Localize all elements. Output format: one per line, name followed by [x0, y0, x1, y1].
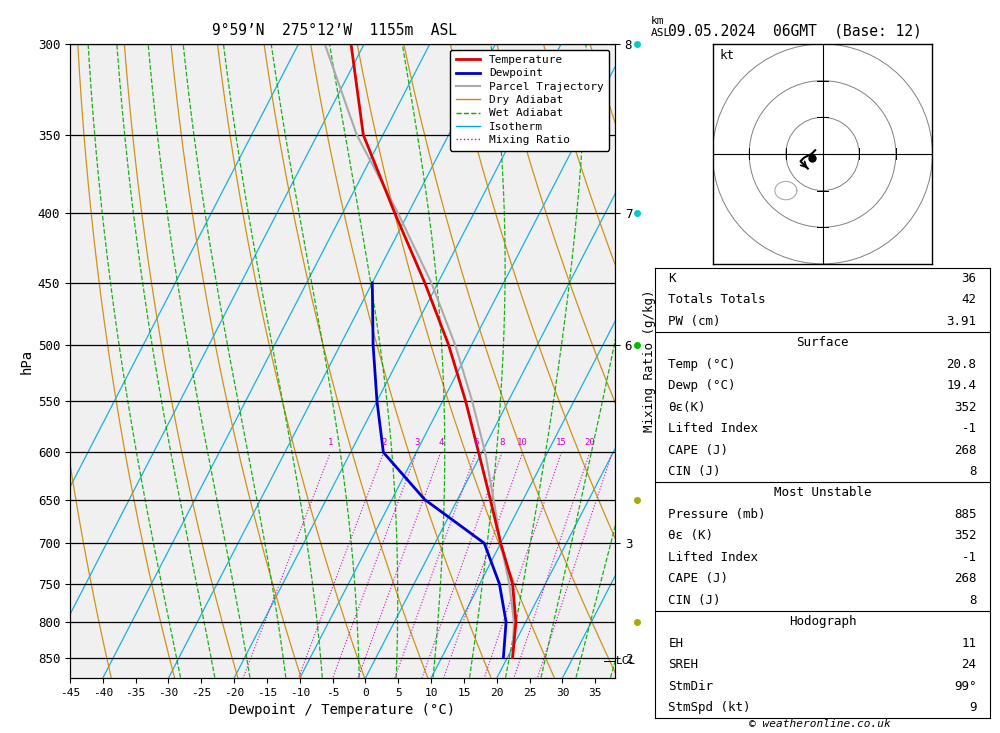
Text: Hodograph: Hodograph — [789, 615, 856, 628]
Text: -1: -1 — [962, 422, 977, 435]
Text: 11: 11 — [962, 637, 977, 649]
Text: Dewp (°C): Dewp (°C) — [668, 379, 736, 392]
Text: kt: kt — [720, 48, 735, 62]
Text: 8: 8 — [969, 465, 977, 478]
Text: CAPE (J): CAPE (J) — [668, 443, 728, 457]
Text: 36: 36 — [962, 272, 977, 285]
Text: Most Unstable: Most Unstable — [774, 487, 871, 499]
Text: 352: 352 — [954, 400, 977, 413]
Text: 24: 24 — [962, 658, 977, 671]
Text: Surface: Surface — [796, 336, 849, 349]
Text: SREH: SREH — [668, 658, 698, 671]
Text: 20.8: 20.8 — [947, 358, 977, 371]
Text: 885: 885 — [954, 508, 977, 521]
Text: θε(K): θε(K) — [668, 400, 706, 413]
Text: 268: 268 — [954, 443, 977, 457]
Text: 19.4: 19.4 — [947, 379, 977, 392]
Text: CIN (J): CIN (J) — [668, 465, 721, 478]
Text: 42: 42 — [962, 293, 977, 306]
Text: 3.91: 3.91 — [947, 314, 977, 328]
Text: 352: 352 — [954, 529, 977, 542]
Text: LCL: LCL — [616, 656, 636, 666]
Text: Totals Totals: Totals Totals — [668, 293, 766, 306]
Y-axis label: hPa: hPa — [20, 348, 34, 374]
Text: 3: 3 — [414, 438, 419, 447]
Text: CIN (J): CIN (J) — [668, 594, 721, 607]
Legend: Temperature, Dewpoint, Parcel Trajectory, Dry Adiabat, Wet Adiabat, Isotherm, Mi: Temperature, Dewpoint, Parcel Trajectory… — [450, 50, 609, 151]
Text: km
ASL: km ASL — [650, 16, 671, 37]
Text: 1: 1 — [328, 438, 333, 447]
Text: 2: 2 — [381, 438, 386, 447]
Text: K: K — [668, 272, 676, 285]
Text: 20: 20 — [584, 438, 595, 447]
Text: 10: 10 — [517, 438, 528, 447]
Text: 9°59’N  275°12’W  1155m  ASL: 9°59’N 275°12’W 1155m ASL — [212, 23, 458, 38]
Text: CAPE (J): CAPE (J) — [668, 572, 728, 586]
Text: StmDir: StmDir — [668, 679, 713, 693]
Text: Temp (°C): Temp (°C) — [668, 358, 736, 371]
Text: 15: 15 — [556, 438, 567, 447]
Text: 8: 8 — [969, 594, 977, 607]
Text: Lifted Index: Lifted Index — [668, 422, 758, 435]
Text: © weatheronline.co.uk: © weatheronline.co.uk — [749, 719, 891, 729]
Text: 9: 9 — [969, 701, 977, 714]
Text: 09.05.2024  06GMT  (Base: 12): 09.05.2024 06GMT (Base: 12) — [668, 23, 922, 38]
Text: -1: -1 — [962, 550, 977, 564]
Text: Pressure (mb): Pressure (mb) — [668, 508, 766, 521]
Text: 99°: 99° — [954, 679, 977, 693]
Text: PW (cm): PW (cm) — [668, 314, 721, 328]
Text: Lifted Index: Lifted Index — [668, 550, 758, 564]
Text: EH: EH — [668, 637, 683, 649]
Text: 268: 268 — [954, 572, 977, 586]
X-axis label: Dewpoint / Temperature (°C): Dewpoint / Temperature (°C) — [229, 703, 456, 718]
Text: 4: 4 — [438, 438, 443, 447]
Text: Mixing Ratio (g/kg): Mixing Ratio (g/kg) — [644, 290, 656, 432]
Text: 8: 8 — [499, 438, 505, 447]
Text: 6: 6 — [473, 438, 479, 447]
Text: StmSpd (kt): StmSpd (kt) — [668, 701, 751, 714]
Text: θε (K): θε (K) — [668, 529, 713, 542]
